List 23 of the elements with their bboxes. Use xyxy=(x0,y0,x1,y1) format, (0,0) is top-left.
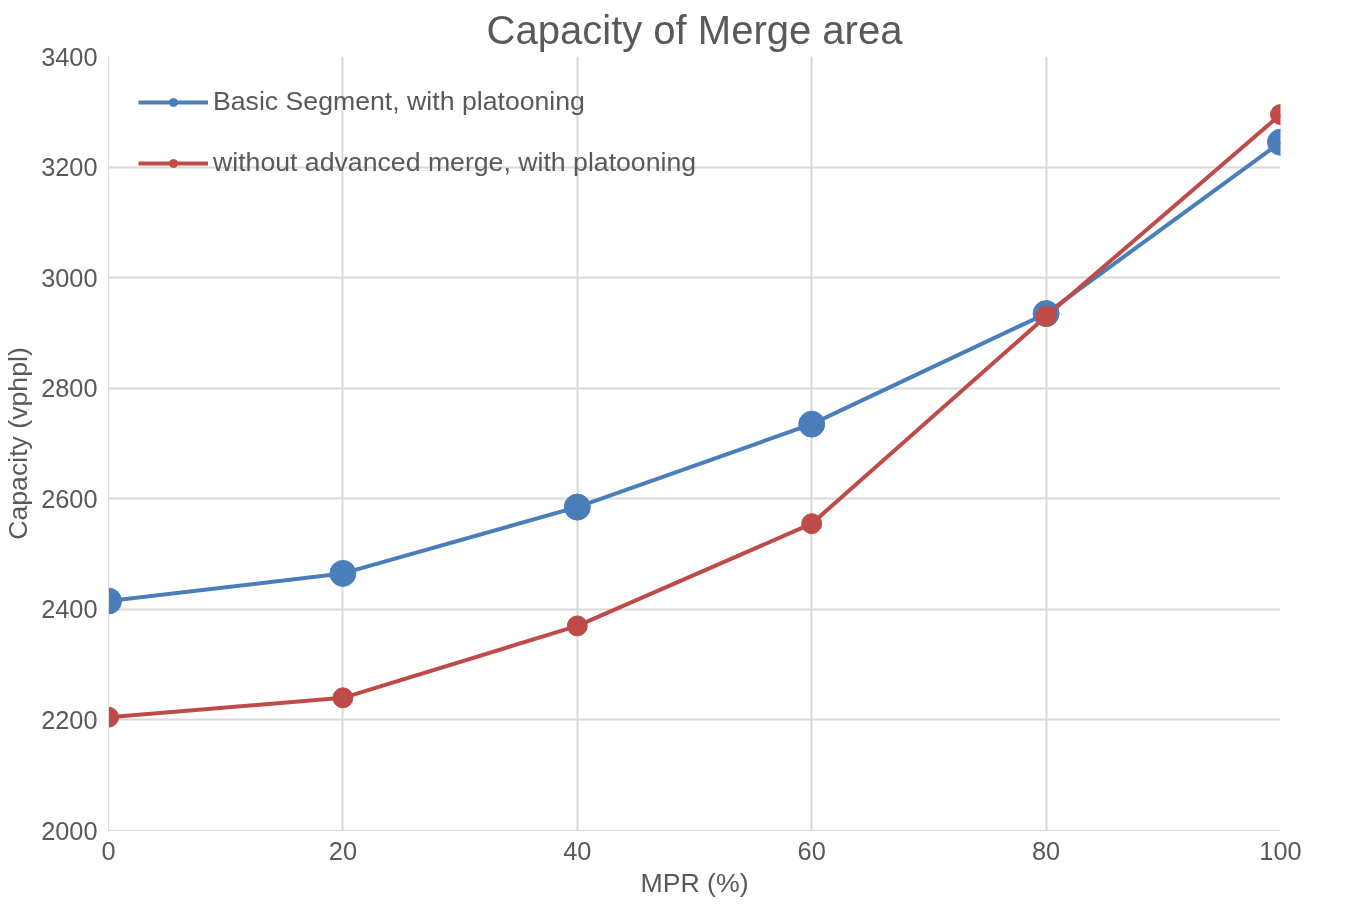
point xyxy=(563,493,591,521)
y-tick-label: 3400 xyxy=(41,42,98,71)
x-tick-label: 40 xyxy=(563,836,592,865)
x-tick-label: 60 xyxy=(797,836,826,865)
y-tick-label: 2600 xyxy=(41,484,98,513)
legend-label: without advanced merge, with platooning xyxy=(213,147,697,178)
x-tick-label: 100 xyxy=(1259,836,1302,865)
legend-label: Basic Segment, with platooning xyxy=(213,86,585,117)
x-tick-label: 20 xyxy=(328,836,357,865)
point xyxy=(566,615,588,637)
y-tick-label: 2200 xyxy=(41,705,98,734)
y-tick-label: 2800 xyxy=(41,374,98,403)
x-tick-label: 0 xyxy=(101,836,116,865)
y-tick-label: 2400 xyxy=(41,595,98,624)
x-tick-label: 80 xyxy=(1032,836,1061,865)
y-tick-label: 2000 xyxy=(41,816,98,845)
y-axis-title: Capacity (vphpl) xyxy=(3,347,34,540)
point xyxy=(798,410,826,438)
point xyxy=(801,513,823,535)
y-tick-label: 3000 xyxy=(41,263,98,292)
x-axis-title: MPR (%) xyxy=(640,867,749,898)
y-tick-label: 3200 xyxy=(41,153,98,182)
chart-title: Capacity of Merge area xyxy=(486,7,904,52)
